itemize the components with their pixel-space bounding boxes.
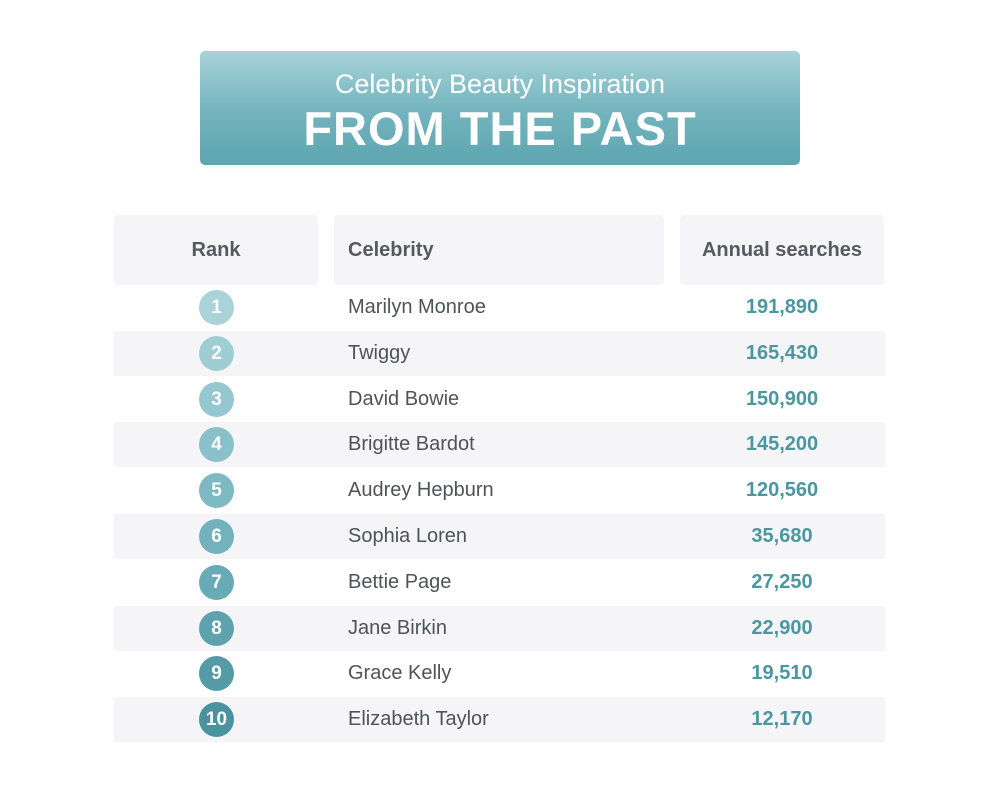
table-row: 1 Marilyn Monroe 191,890: [114, 285, 885, 330]
celebrity-name: Grace Kelly: [348, 662, 452, 684]
celebrity-name: Sophia Loren: [348, 525, 467, 547]
table-row: 7 Bettie Page 27,250: [114, 560, 885, 605]
annual-searches-value: 19,510: [751, 662, 813, 684]
annual-searches-value: 165,430: [745, 342, 819, 364]
celebrity-name: Brigitte Bardot: [348, 433, 475, 455]
table-row: 4 Brigitte Bardot 145,200: [114, 422, 885, 467]
annual-searches-value: 120,560: [745, 479, 819, 501]
table-row: 10 Elizabeth Taylor 12,170: [114, 697, 885, 742]
celebrity-name: Jane Birkin: [348, 617, 447, 639]
annual-searches-value: 22,900: [751, 617, 813, 639]
annual-searches-value: 12,170: [751, 708, 813, 730]
celebrity-name: David Bowie: [348, 388, 460, 410]
column-header-annual-searches: Annual searches: [680, 215, 884, 285]
rank-badge: 5: [199, 473, 234, 508]
table-row: 5 Audrey Hepburn 120,560: [114, 468, 885, 513]
rank-badge: 3: [199, 382, 234, 417]
table-row: 6 Sophia Loren 35,680: [114, 514, 885, 559]
rank-badge: 7: [199, 565, 234, 600]
celebrity-name: Bettie Page: [348, 571, 452, 593]
rank-badge: 1: [199, 290, 234, 325]
annual-searches-value: 35,680: [751, 525, 813, 547]
rank-badge: 10: [199, 702, 234, 737]
rank-badge: 2: [199, 336, 234, 371]
celebrity-name: Marilyn Monroe: [348, 296, 486, 318]
banner-subtitle: Celebrity Beauty Inspiration: [334, 69, 666, 99]
banner-title: FROM THE PAST: [303, 102, 697, 155]
column-header-celebrity: Celebrity: [334, 215, 664, 285]
rank-badge: 8: [199, 611, 234, 646]
annual-searches-value: 191,890: [745, 296, 819, 318]
celebrity-name: Elizabeth Taylor: [348, 708, 489, 730]
annual-searches-value: 27,250: [751, 571, 813, 593]
annual-searches-value: 150,900: [745, 388, 819, 410]
table-row: 9 Grace Kelly 19,510: [114, 651, 885, 696]
table-row: 8 Jane Birkin 22,900: [114, 606, 885, 651]
rank-badge: 9: [199, 656, 234, 691]
table-row: 3 David Bowie 150,900: [114, 377, 885, 422]
column-header-rank: Rank: [114, 215, 318, 285]
celebrity-name: Twiggy: [348, 342, 411, 364]
rank-badge: 6: [199, 519, 234, 554]
table-row: 2 Twiggy 165,430: [114, 331, 885, 376]
rank-badge: 4: [199, 427, 234, 462]
celebrity-name: Audrey Hepburn: [348, 479, 494, 501]
title-banner: Celebrity Beauty Inspiration FROM THE PA…: [200, 51, 800, 165]
annual-searches-value: 145,200: [745, 433, 819, 455]
